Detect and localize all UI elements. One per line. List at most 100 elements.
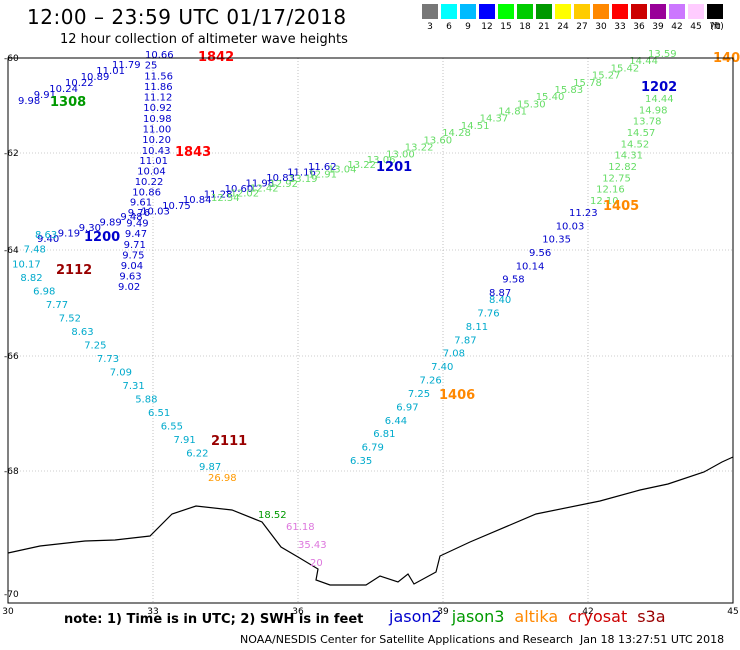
pass-label: 1202 — [641, 80, 677, 95]
page-title: 12:00 – 23:59 UTC 01/17/2018 — [27, 5, 347, 29]
swh-label: 7.25 — [408, 389, 430, 400]
legend-swatch — [555, 4, 571, 19]
swh-label: 10.22 — [135, 177, 164, 188]
legend-swatch — [479, 4, 495, 19]
swh-label: 10.66 — [145, 50, 174, 61]
swh-label: 10.03 — [556, 221, 585, 232]
legend-label: 36 — [633, 22, 645, 32]
swh-label: 13.00 — [386, 150, 415, 161]
swh-label: 9.63 — [119, 271, 141, 282]
swh-label: 14.51 — [461, 121, 490, 132]
swh-label: 14.37 — [480, 114, 509, 125]
swh-label: 11.98 — [246, 179, 275, 190]
swh-label: 9.49 — [126, 219, 148, 230]
lon-label: 45 — [727, 607, 738, 617]
swh-label: 14.28 — [442, 128, 471, 139]
legend-label: 9 — [465, 22, 471, 32]
legend-swatch — [688, 4, 704, 19]
swh-label: 9.02 — [118, 282, 140, 293]
swh-label: 8.11 — [466, 322, 488, 333]
swh-label: 8.40 — [489, 295, 511, 306]
swh-label: 14.52 — [621, 139, 650, 150]
swh-label: 13.78 — [633, 117, 662, 128]
swh-label: 15.42 — [611, 63, 640, 74]
swh-label: 14.81 — [498, 107, 527, 118]
swh-label: 13.04 — [328, 165, 357, 176]
legend-swatch — [669, 4, 685, 19]
swh-label: 7.31 — [123, 381, 145, 392]
legend-label: 12 — [481, 22, 493, 32]
track-labels: 10.662511.5611.8611.1210.9210.9811.0010.… — [12, 49, 677, 569]
legend-label: 27 — [576, 22, 588, 32]
swh-label: 10.20 — [142, 135, 171, 146]
swh-label: 26.98 — [208, 473, 237, 484]
swh-label: 7.40 — [431, 362, 453, 373]
swh-label: 11.12 — [144, 93, 173, 104]
swh-label: 7.91 — [174, 435, 196, 446]
legend-label: 33 — [614, 22, 626, 32]
swh-label: 10.03 — [141, 206, 170, 217]
legend-swatch — [498, 4, 514, 19]
swh-label: 10.98 — [143, 114, 172, 125]
swh-label: 10.14 — [516, 261, 545, 272]
swh-label: 12.54 — [211, 193, 240, 204]
swh-label: 7.76 — [477, 308, 499, 319]
swh-label: 11.16 — [287, 168, 316, 179]
pass-label: 2112 — [56, 263, 92, 278]
lon-label: 36 — [292, 607, 304, 617]
pass-label: 1405 — [603, 199, 639, 214]
lat-label: -66 — [4, 352, 19, 362]
page-subtitle: 12 hour collection of altimeter wave hei… — [60, 32, 348, 47]
swh-label: 9.61 — [130, 198, 152, 209]
swh-label: 9.89 — [100, 217, 122, 228]
swh-label: 10.24 — [49, 84, 78, 95]
swh-label: 13.22 — [405, 143, 434, 154]
lat-label: -62 — [4, 149, 19, 159]
credit-text: NOAA/NESDIS Center for Satellite Applica… — [240, 633, 574, 646]
swh-label: 12.91 — [308, 169, 337, 180]
swh-label: 6.98 — [33, 287, 55, 298]
swh-label: 7.26 — [420, 376, 442, 387]
swh-label: 10.60 — [225, 184, 254, 195]
pass-label: 1843 — [175, 145, 211, 160]
swh-label: 15.78 — [573, 78, 602, 89]
satellite-s3a: s3a — [637, 607, 666, 626]
swh-label: 9.71 — [124, 240, 146, 251]
legend-swatch — [650, 4, 666, 19]
coastline — [7, 456, 734, 586]
satellite-jason3: jason3 — [451, 607, 505, 626]
swh-label: 6.79 — [362, 443, 384, 454]
legend-swatch — [422, 4, 438, 19]
swh-label: 9.30 — [79, 223, 101, 234]
pass-label: 1200 — [84, 230, 120, 245]
lon-label: 30 — [2, 607, 14, 617]
swh-label: 12.82 — [608, 162, 637, 173]
legend-label: 42 — [671, 22, 683, 32]
legend-swatch — [460, 4, 476, 19]
legend-label: 24 — [557, 22, 569, 32]
swh-label: 18.52 — [258, 510, 287, 521]
swh-label: 12.42 — [250, 184, 279, 195]
swh-label: 9.40 — [37, 234, 59, 245]
swh-label: 9.19 — [58, 229, 80, 240]
swh-label: 7.08 — [443, 349, 465, 360]
lat-label: -70 — [4, 590, 19, 600]
swh-label: 9.91 — [34, 90, 56, 101]
legend-label: 21 — [538, 22, 550, 32]
swh-label: 15.30 — [517, 99, 546, 110]
satellite-cryosat: cryosat — [568, 607, 628, 626]
swh-label: 6.51 — [148, 408, 170, 419]
swh-label: 7.87 — [454, 335, 476, 346]
pass-label: 1406 — [439, 388, 475, 403]
legend-label: 70 — [709, 22, 721, 32]
swh-label: 12.75 — [602, 173, 631, 184]
swh-label: 11.62 — [308, 162, 337, 173]
swh-label: 35.43 — [298, 540, 327, 551]
swh-label: 8.87 — [489, 288, 511, 299]
lon-label: 42 — [582, 607, 593, 617]
swh-label: 7.48 — [24, 245, 46, 256]
swh-label: 15.40 — [536, 92, 565, 103]
swh-label: 12.92 — [269, 179, 298, 190]
swh-label: 10.75 — [162, 201, 191, 212]
swh-label: 14.31 — [614, 151, 643, 162]
